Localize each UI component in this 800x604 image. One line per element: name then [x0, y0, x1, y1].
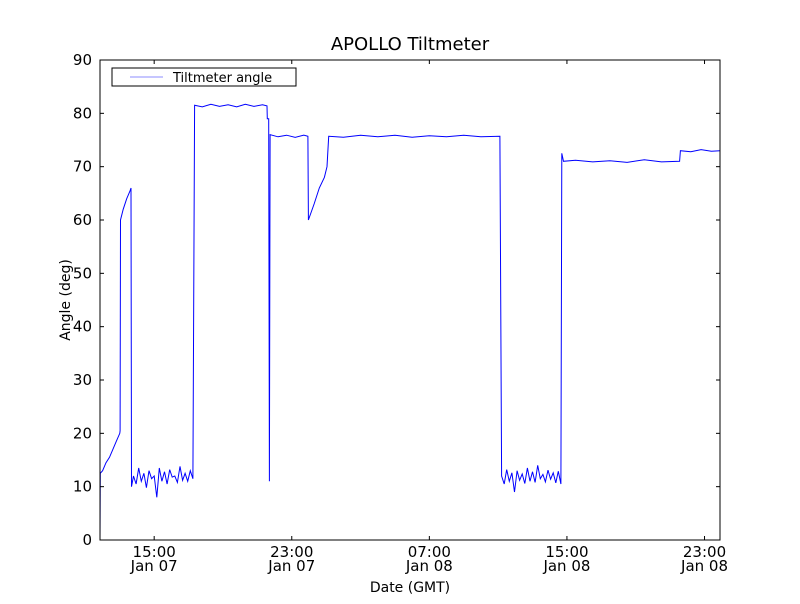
y-tick-label: 60	[73, 211, 92, 229]
x-tick-label-date: Jan 08	[405, 557, 453, 575]
x-tick-label-date: Jan 08	[542, 557, 590, 575]
x-tick-label-time: 15:00	[133, 543, 176, 561]
y-tick-label: 30	[73, 371, 92, 389]
legend-label: Tiltmeter angle	[172, 71, 272, 86]
y-tick-label: 10	[73, 478, 92, 496]
x-tick-label-date: Jan 08	[680, 557, 728, 575]
series-line-tiltmeter-angle	[99, 103, 721, 541]
x-tick-label-date: Jan 07	[267, 557, 315, 575]
y-tick-label: 90	[73, 51, 92, 69]
x-axis-label: Date (GMT)	[370, 580, 450, 596]
series-layer	[99, 103, 721, 541]
y-tick-label: 0	[82, 531, 92, 549]
chart-title: APOLLO Tiltmeter	[331, 34, 490, 55]
y-tick-label: 70	[73, 158, 92, 176]
x-tick-label-time: 23:00	[270, 543, 313, 561]
y-tick-label: 50	[73, 264, 92, 282]
plot-frame	[99, 59, 721, 541]
y-tick-label: 20	[73, 424, 92, 442]
legend-box	[111, 67, 297, 87]
x-tick-label-date: Jan 07	[130, 557, 178, 575]
x-tick-label-time: 15:00	[545, 543, 588, 561]
legend: Tiltmeter angle	[111, 67, 297, 87]
y-tick-label: 40	[73, 318, 92, 336]
x-tick-label-time: 23:00	[683, 543, 726, 561]
y-axis-label: Angle (deg)	[58, 259, 74, 341]
x-tick-label-time: 07:00	[408, 543, 451, 561]
y-tick-label: 80	[73, 104, 92, 122]
